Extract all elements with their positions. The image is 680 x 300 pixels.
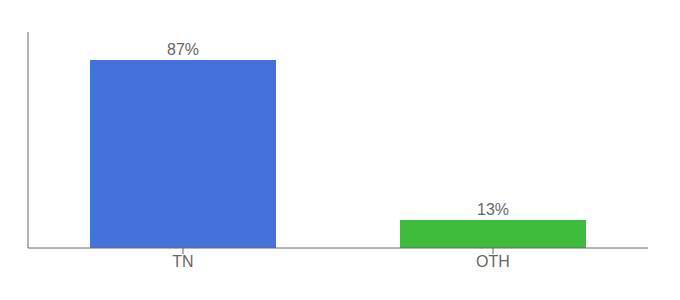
svg-text:OTH: OTH <box>476 253 510 270</box>
svg-text:13%: 13% <box>477 201 509 218</box>
svg-text:87%: 87% <box>167 41 199 58</box>
svg-text:TN: TN <box>172 253 193 270</box>
